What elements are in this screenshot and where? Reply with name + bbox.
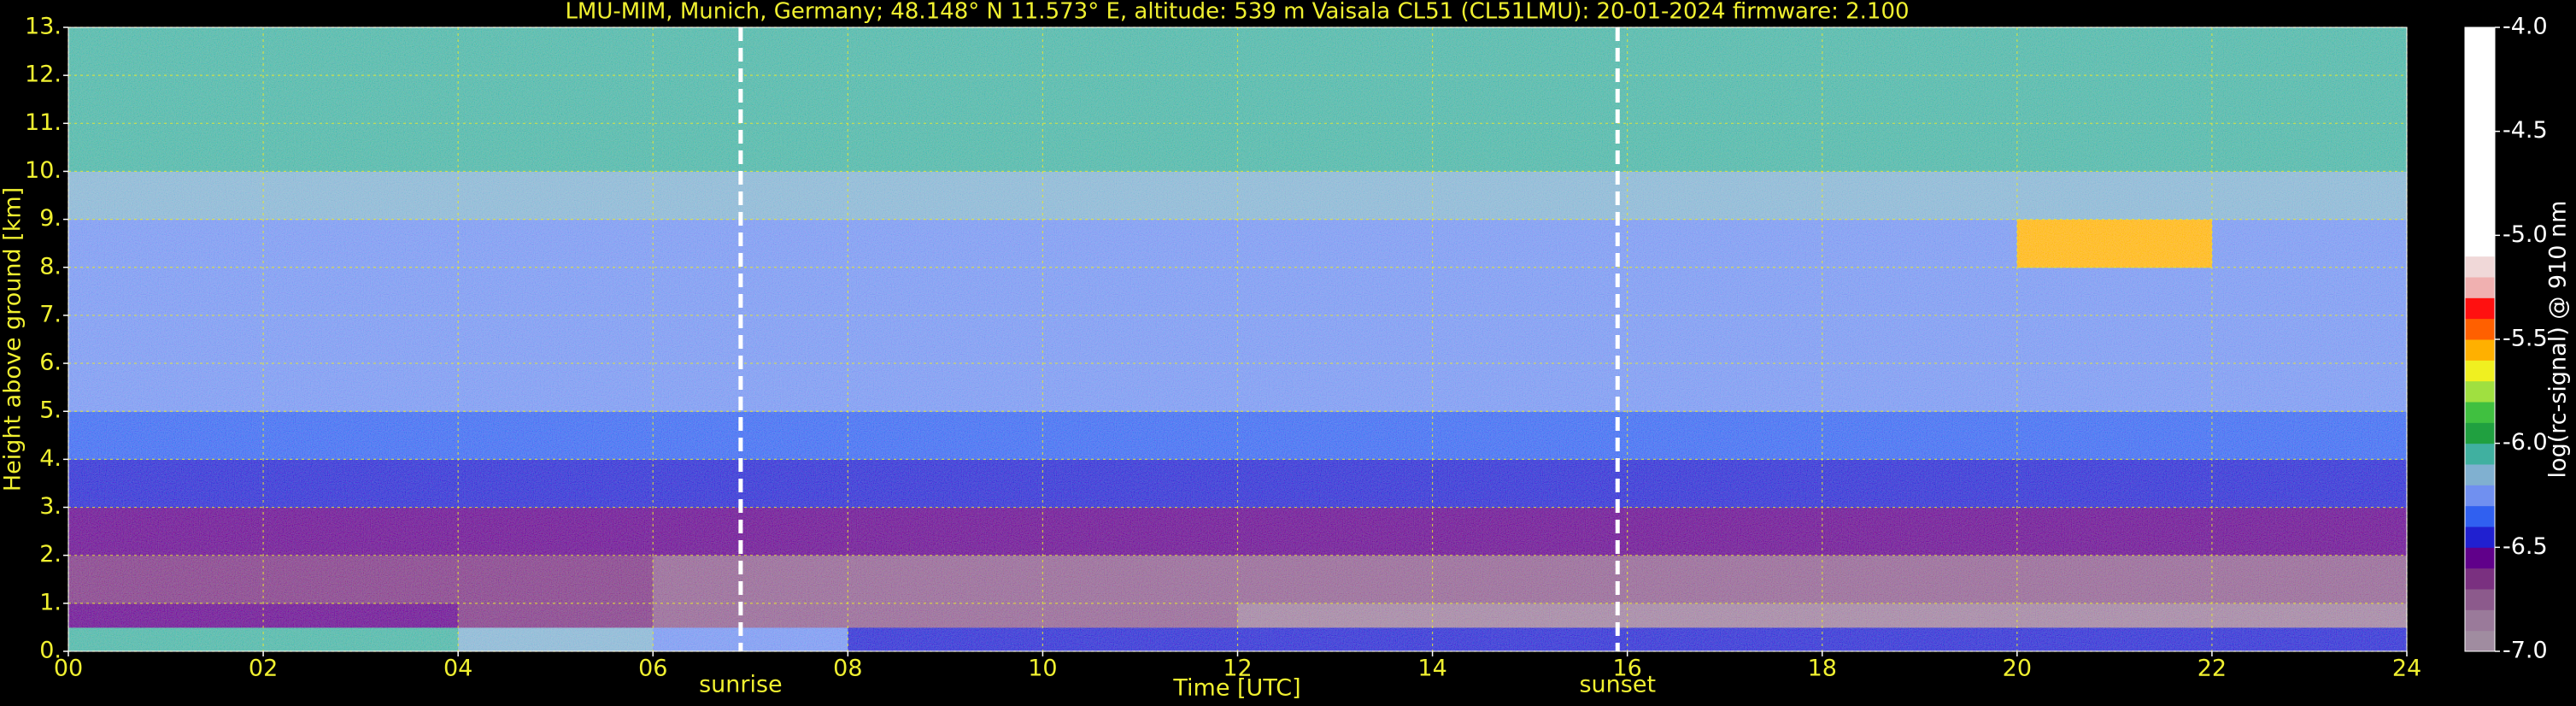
y-tick-label: 3. [39, 493, 62, 520]
colorbar-tick-label: -6.0 [2503, 429, 2548, 456]
chart-title: LMU-MIM, Munich, Germany; 48.148° N 11.5… [565, 0, 1909, 25]
colorbar-tick-label: -4.5 [2503, 117, 2548, 144]
x-tick-label: 24 [2392, 656, 2421, 682]
colorbar-swatch [2465, 443, 2495, 465]
x-tick-label: 06 [638, 656, 667, 682]
colorbar-swatch [2465, 505, 2495, 527]
colorbar-swatch [2465, 90, 2495, 111]
x-tick-label: 04 [443, 656, 472, 682]
x-axis-label: Time [UTC] [1172, 675, 1300, 702]
x-tick-label: 00 [54, 656, 83, 682]
colorbar-swatch [2465, 48, 2495, 70]
x-tick-label: 02 [249, 656, 278, 682]
colorbar-swatch [2465, 568, 2495, 590]
colorbar-swatch [2465, 589, 2495, 610]
colorbar-swatch [2465, 277, 2495, 298]
colorbar-tick-label: -5.5 [2503, 326, 2548, 352]
colorbar-swatch [2465, 527, 2495, 548]
y-tick-label: 5. [39, 397, 62, 424]
colorbar-tick-label: -5.0 [2503, 221, 2548, 248]
x-tick-label: 20 [2003, 656, 2032, 682]
y-tick-label: 0. [39, 638, 62, 664]
colorbar-label: log(rc-signal) @ 910 nm [2545, 201, 2572, 479]
colorbar-swatch [2465, 464, 2495, 485]
colorbar-swatch [2465, 422, 2495, 444]
annotation-label: sunrise [699, 672, 783, 698]
colorbar-swatch [2465, 380, 2495, 403]
colorbar-swatch [2465, 630, 2495, 652]
x-tick-label: 16 [1612, 656, 1641, 682]
y-tick-label: 12. [25, 62, 62, 88]
y-tick-label: 13. [25, 14, 62, 40]
axes: 00 02 04 06 08 10 12 14 16 18 20 22 24 0. 1. 2. 3. 4. 5. 6.… [25, 14, 2421, 682]
colorbar-swatch [2465, 110, 2495, 132]
colorbar-swatch [2465, 256, 2495, 278]
colorbar-swatch [2465, 215, 2495, 236]
y-tick-label: 2. [39, 541, 62, 568]
colorbar-swatch [2465, 27, 2495, 49]
y-tick-label: 10. [25, 157, 62, 184]
colorbar-tick-label: -4.0 [2503, 14, 2548, 40]
colorbar-tick-label: -6.5 [2503, 533, 2548, 560]
colorbar-swatch [2465, 402, 2495, 423]
plot-frame [67, 26, 2408, 652]
y-tick-label: 11. [25, 109, 62, 136]
colorbar-swatch [2465, 68, 2495, 91]
y-tick-label: 4. [39, 445, 62, 472]
colorbar-swatch [2465, 152, 2495, 174]
x-tick-label: 14 [1417, 656, 1446, 682]
x-tick-label: 10 [1028, 656, 1057, 682]
colorbar-swatch [2465, 131, 2495, 153]
colorbar-swatch [2465, 360, 2495, 382]
colorbar: -7.0 -6.5 -6.0 -5.5 -5.0 -4.5 -4.0 [2464, 14, 2548, 664]
colorbar-swatch [2465, 547, 2495, 569]
y-axis-label: Height above ground [km] [0, 187, 26, 491]
colorbar-swatch [2465, 609, 2495, 632]
annotations: sunrise sunset [699, 27, 1656, 698]
y-tick-label: 7. [39, 301, 62, 327]
colorbar-swatch [2465, 318, 2495, 340]
colorbar-tick-label: -7.0 [2503, 638, 2548, 664]
y-tick-label: 6. [39, 350, 62, 376]
annotation-label: sunset [1579, 672, 1656, 698]
x-tick-label: 12 [1223, 656, 1252, 682]
y-tick-label: 8. [39, 253, 62, 279]
x-tick-label: 22 [2198, 656, 2227, 682]
colorbar-swatch [2465, 173, 2495, 195]
y-tick-label: 9. [39, 205, 62, 232]
colorbar-swatch [2465, 193, 2495, 215]
x-tick-label: 08 [833, 656, 862, 682]
colorbar-swatch [2465, 297, 2495, 320]
x-tick-label: 18 [1808, 656, 1837, 682]
y-tick-label: 1. [39, 589, 62, 615]
colorbar-swatch [2465, 485, 2495, 507]
colorbar-swatch [2465, 339, 2495, 361]
colorbar-swatch [2465, 235, 2495, 257]
